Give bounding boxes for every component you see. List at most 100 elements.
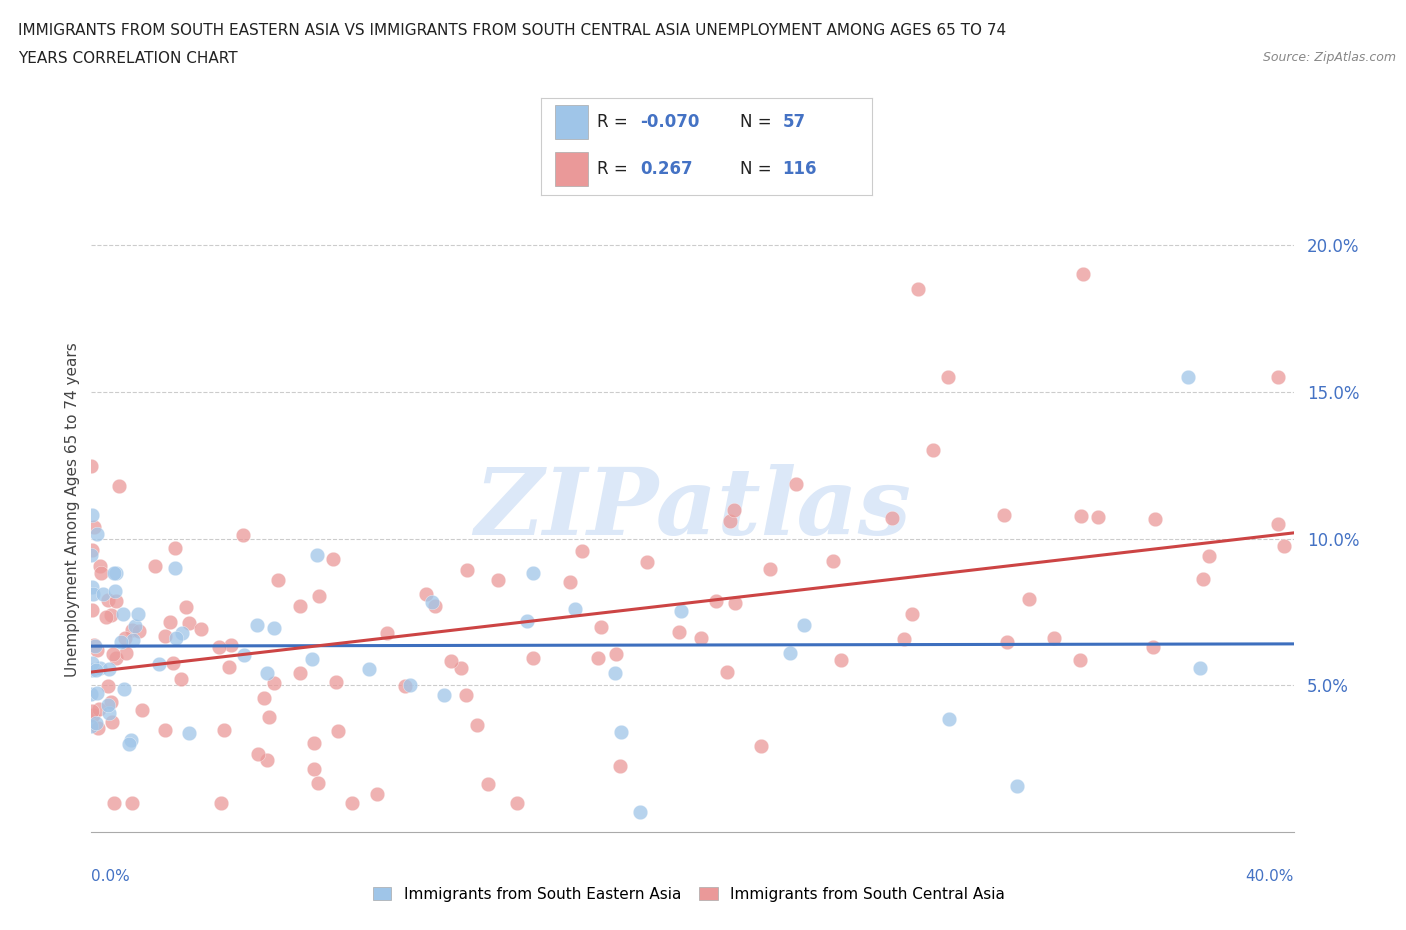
Point [486,572,509,587]
Point [301,652,323,667]
Point [104,593,127,608]
Point [922,443,945,458]
Point [901,607,924,622]
Text: 116: 116 [783,160,817,178]
Point [936,369,959,384]
Point [450,661,472,676]
Text: N =: N = [740,113,770,131]
Point [357,661,380,676]
Point [1267,516,1289,531]
Text: -0.070: -0.070 [641,113,700,131]
Point [440,653,463,668]
Point [290,666,312,681]
Point [97,698,120,712]
Point [340,795,363,810]
Point [399,678,422,693]
Point [101,646,124,661]
Point [80,719,103,734]
Point [1018,591,1040,606]
Point [143,559,166,574]
Point [259,710,281,724]
Point [112,682,135,697]
Point [880,511,903,525]
Point [218,659,240,674]
Point [893,631,915,646]
Point [162,655,184,670]
Point [263,620,285,635]
Point [108,479,131,494]
Point [101,714,124,729]
Point [104,583,127,598]
Point [252,690,274,705]
Point [121,795,143,810]
Point [609,758,631,773]
Point [80,548,103,563]
Point [302,762,325,777]
Point [308,589,330,604]
Point [793,618,815,632]
Point [124,618,146,633]
Point [821,554,844,569]
Point [86,685,108,700]
Point [246,746,269,761]
Point [785,476,807,491]
Point [415,587,437,602]
Y-axis label: Unemployment Among Ages 65 to 74 years: Unemployment Among Ages 65 to 74 years [65,342,80,676]
Point [90,565,112,580]
Text: 40.0%: 40.0% [1246,869,1294,883]
Point [165,631,187,645]
Point [91,587,114,602]
Point [589,619,612,634]
Point [80,459,103,474]
Text: ZIPatlas: ZIPatlas [474,464,911,554]
Point [263,675,285,690]
Point [83,520,105,535]
Point [246,618,269,632]
Point [995,634,1018,649]
Point [1267,369,1289,384]
Point [82,542,104,557]
Point [603,666,626,681]
Point [571,543,593,558]
Point [610,724,633,739]
Point [121,622,143,637]
Point [82,603,104,618]
Point [80,507,103,522]
Point [80,704,103,719]
Point [84,715,107,730]
Point [148,657,170,671]
Point [114,631,136,645]
Point [163,560,186,575]
Point [759,562,782,577]
Point [212,723,235,737]
Point [305,548,328,563]
Point [165,540,187,555]
Text: YEARS CORRELATION CHART: YEARS CORRELATION CHART [18,51,238,66]
Point [588,650,610,665]
Point [456,563,478,578]
Point [159,615,181,630]
Point [749,738,772,753]
Point [1198,548,1220,563]
Point [1144,512,1167,526]
Point [110,634,132,649]
Point [668,624,690,639]
Point [174,600,197,615]
Point [423,598,446,613]
Point [209,795,232,810]
Text: 57: 57 [783,113,806,131]
Point [80,580,103,595]
Point [232,648,254,663]
Point [723,503,745,518]
Text: N =: N = [740,160,770,178]
Point [100,695,122,710]
Point [89,661,111,676]
Point [671,604,693,618]
Point [1188,660,1211,675]
Point [82,587,104,602]
Point [256,752,278,767]
Point [938,711,960,726]
Point [1071,267,1094,282]
Point [454,688,477,703]
Point [1177,369,1199,384]
